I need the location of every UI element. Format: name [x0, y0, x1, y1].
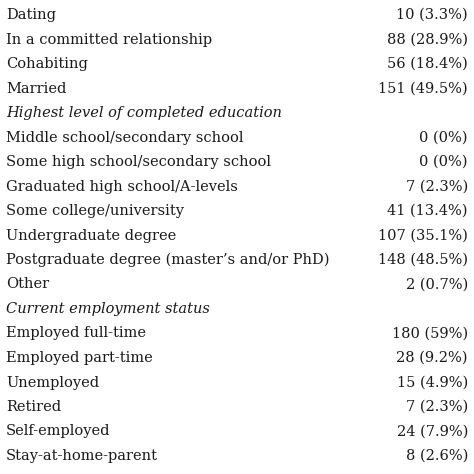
Text: 148 (48.5%): 148 (48.5%): [378, 253, 468, 267]
Text: Some high school/secondary school: Some high school/secondary school: [6, 155, 271, 169]
Text: Cohabiting: Cohabiting: [6, 57, 88, 71]
Text: In a committed relationship: In a committed relationship: [6, 33, 212, 46]
Text: 28 (9.2%): 28 (9.2%): [396, 351, 468, 365]
Text: 180 (59%): 180 (59%): [392, 327, 468, 340]
Text: Employed part-time: Employed part-time: [6, 351, 153, 365]
Text: 8 (2.6%): 8 (2.6%): [406, 449, 468, 463]
Text: Retired: Retired: [6, 400, 61, 414]
Text: Highest level of completed education: Highest level of completed education: [6, 106, 282, 120]
Text: Unemployed: Unemployed: [6, 375, 99, 390]
Text: Undergraduate degree: Undergraduate degree: [6, 228, 176, 243]
Text: 0 (0%): 0 (0%): [419, 130, 468, 145]
Text: 41 (13.4%): 41 (13.4%): [388, 204, 468, 218]
Text: 10 (3.3%): 10 (3.3%): [396, 8, 468, 22]
Text: Married: Married: [6, 82, 66, 95]
Text: Other: Other: [6, 277, 49, 292]
Text: Dating: Dating: [6, 8, 56, 22]
Text: Postgraduate degree (master’s and/or PhD): Postgraduate degree (master’s and/or PhD…: [6, 253, 329, 267]
Text: Current employment status: Current employment status: [6, 302, 210, 316]
Text: Some college/university: Some college/university: [6, 204, 184, 218]
Text: 7 (2.3%): 7 (2.3%): [406, 400, 468, 414]
Text: Middle school/secondary school: Middle school/secondary school: [6, 130, 244, 145]
Text: 7 (2.3%): 7 (2.3%): [406, 180, 468, 193]
Text: Stay-at-home-parent: Stay-at-home-parent: [6, 449, 158, 463]
Text: 15 (4.9%): 15 (4.9%): [397, 375, 468, 390]
Text: 107 (35.1%): 107 (35.1%): [378, 228, 468, 243]
Text: 0 (0%): 0 (0%): [419, 155, 468, 169]
Text: 56 (18.4%): 56 (18.4%): [387, 57, 468, 71]
Text: 151 (49.5%): 151 (49.5%): [378, 82, 468, 95]
Text: Self-employed: Self-employed: [6, 425, 110, 438]
Text: 2 (0.7%): 2 (0.7%): [406, 277, 468, 292]
Text: 24 (7.9%): 24 (7.9%): [397, 425, 468, 438]
Text: Employed full-time: Employed full-time: [6, 327, 146, 340]
Text: 88 (28.9%): 88 (28.9%): [387, 33, 468, 46]
Text: Graduated high school/A-levels: Graduated high school/A-levels: [6, 180, 238, 193]
